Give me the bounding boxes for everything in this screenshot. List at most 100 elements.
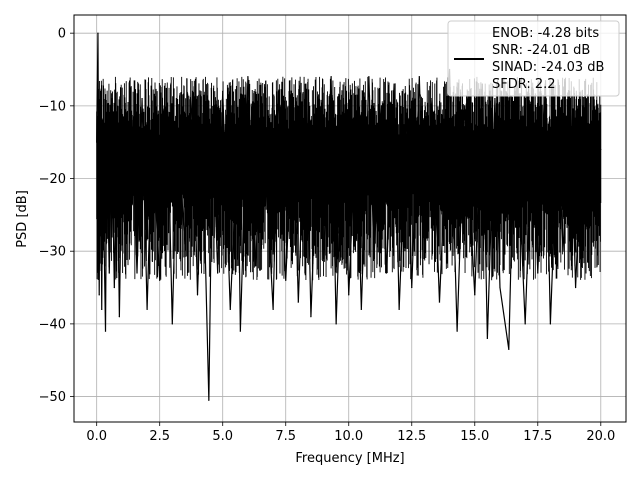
psd-point bbox=[159, 279, 161, 281]
psd-point bbox=[474, 294, 476, 296]
psd-point bbox=[239, 330, 241, 332]
psd-point bbox=[212, 119, 214, 121]
psd-point bbox=[330, 76, 332, 78]
x-tick-label: 12.5 bbox=[397, 429, 426, 444]
psd-point bbox=[111, 134, 113, 136]
psd-point bbox=[486, 337, 488, 340]
psd-point bbox=[587, 236, 589, 238]
psd-point bbox=[423, 250, 425, 252]
psd-point bbox=[126, 228, 128, 230]
legend-enob: ENOB: -4.28 bits bbox=[492, 26, 599, 41]
psd-point bbox=[348, 294, 350, 296]
psd-point bbox=[335, 323, 337, 325]
psd-point bbox=[322, 257, 325, 260]
psd-point bbox=[398, 308, 400, 310]
psd-point bbox=[317, 105, 320, 107]
psd-point bbox=[196, 294, 199, 296]
psd-point bbox=[136, 272, 138, 274]
psd-point bbox=[456, 330, 458, 332]
psd-point bbox=[222, 90, 224, 92]
y-tick-label: 0 bbox=[58, 27, 66, 42]
legend: ENOB: -4.28 bits SNR: -24.01 dB SINAD: -… bbox=[447, 20, 620, 97]
psd-point bbox=[494, 97, 496, 100]
psd-point bbox=[103, 250, 105, 252]
psd-point bbox=[106, 141, 108, 143]
psd-point bbox=[166, 105, 168, 107]
y-tick-label: −50 bbox=[39, 390, 66, 405]
psd-point bbox=[297, 301, 299, 303]
psd-point bbox=[537, 272, 539, 274]
psd-point bbox=[191, 90, 194, 92]
psd-point bbox=[102, 119, 104, 121]
psd-point bbox=[431, 97, 433, 100]
psd-point bbox=[373, 257, 375, 260]
psd-point bbox=[247, 76, 249, 78]
psd-point bbox=[305, 83, 307, 85]
psd-point bbox=[418, 76, 420, 78]
psd-point bbox=[438, 301, 441, 303]
psd-point bbox=[524, 323, 526, 325]
psd-point bbox=[184, 243, 186, 245]
y-ticks: 0 −10 −20 −30 −40 −50 bbox=[39, 27, 74, 405]
psd-point bbox=[201, 141, 204, 143]
y-tick-label: −30 bbox=[39, 245, 66, 260]
psd-point bbox=[549, 323, 551, 325]
psd-point bbox=[310, 316, 312, 318]
psd-point bbox=[385, 272, 388, 274]
psd-point bbox=[380, 105, 383, 107]
psd-point bbox=[104, 330, 107, 332]
psd-point bbox=[229, 308, 231, 310]
y-axis-label: PSD [dB] bbox=[15, 190, 30, 248]
psd-point bbox=[595, 148, 597, 151]
psd-point bbox=[569, 97, 572, 100]
psd-point bbox=[393, 83, 395, 85]
psd-point bbox=[272, 308, 274, 310]
psd-point bbox=[562, 250, 564, 252]
psd-point bbox=[97, 32, 99, 34]
psd-point bbox=[121, 148, 123, 151]
psd-point bbox=[113, 286, 115, 289]
psd-point bbox=[254, 265, 257, 267]
x-tick-label: 15.0 bbox=[460, 429, 489, 444]
x-tick-label: 5.0 bbox=[212, 429, 233, 444]
legend-box bbox=[447, 20, 620, 97]
psd-point bbox=[360, 308, 362, 310]
y-tick-label: −10 bbox=[39, 99, 66, 114]
psd-point bbox=[262, 119, 264, 121]
psd-point bbox=[464, 105, 466, 107]
psd-point bbox=[101, 308, 103, 310]
psd-point bbox=[574, 286, 577, 289]
psd-point bbox=[171, 323, 173, 325]
x-tick-label: 7.5 bbox=[275, 429, 296, 444]
psd-point bbox=[532, 112, 534, 114]
psd-point bbox=[108, 272, 110, 274]
psd-point bbox=[217, 272, 219, 274]
psd-point bbox=[411, 286, 413, 289]
psd-point bbox=[355, 119, 357, 121]
psd-point bbox=[176, 127, 178, 129]
psd-point bbox=[277, 90, 279, 92]
psd-point bbox=[600, 148, 602, 151]
psd-point bbox=[406, 112, 408, 114]
psd-point bbox=[118, 316, 120, 318]
psd-point bbox=[343, 97, 345, 100]
psd-point bbox=[582, 105, 584, 107]
psd-point bbox=[557, 119, 559, 121]
psd-point bbox=[208, 399, 210, 401]
x-axis-label: Frequency [MHz] bbox=[295, 451, 404, 466]
psd-point bbox=[131, 119, 133, 121]
psd-point bbox=[292, 112, 294, 114]
legend-sinad: SINAD: -24.03 dB bbox=[492, 60, 604, 75]
psd-point bbox=[146, 308, 148, 310]
legend-sfdr: SFDR: 2.2 bbox=[492, 77, 556, 92]
y-tick-label: −20 bbox=[39, 172, 66, 187]
legend-snr: SNR: -24.01 dB bbox=[492, 43, 590, 58]
psd-point bbox=[508, 348, 510, 350]
psd-point bbox=[141, 97, 143, 100]
psd-point bbox=[368, 76, 370, 78]
psd-point bbox=[98, 294, 100, 296]
x-tick-label: 17.5 bbox=[523, 429, 552, 444]
psd-point bbox=[151, 134, 153, 136]
